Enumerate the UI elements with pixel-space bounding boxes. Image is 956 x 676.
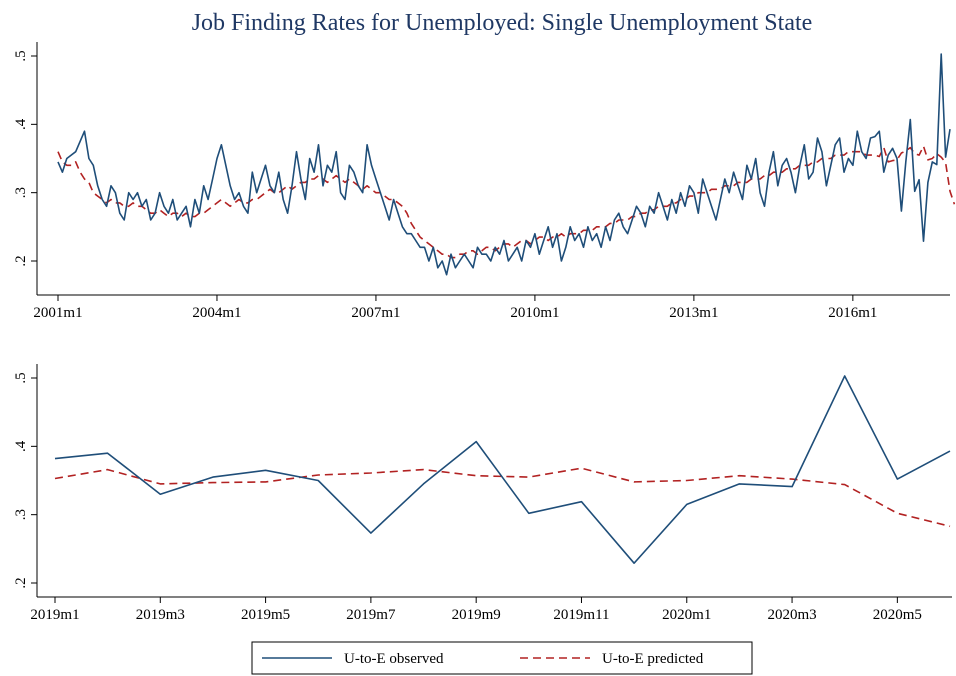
y-tick-label: .5 (13, 50, 29, 61)
top-panel: .2 .3 .4 .5 2001m1 2004m1 2007m1 2010m1 2013m1 20… (13, 42, 956, 321)
y-tick-label: .4 (13, 440, 29, 452)
x-tick-label: 2016m1 (828, 305, 877, 321)
x-tick-label: 2019m7 (346, 607, 396, 623)
bottom-panel: .2 .3 .4 .5 2019m1 2019m3 2019m5 2019m7 2019m9 20… (13, 364, 952, 623)
x-tick-label: 2001m1 (33, 305, 82, 321)
x-tick-label: 2019m11 (553, 607, 609, 623)
x-tick-label: 2004m1 (192, 305, 241, 321)
x-tick-label: 2010m1 (510, 305, 559, 321)
legend-box (251, 641, 753, 675)
observed-line (57, 53, 951, 276)
x-tick-label: 2019m3 (136, 607, 185, 623)
x-tick-label: 2019m5 (241, 607, 290, 623)
legend: U-to-E observed U-to-E predicted (251, 641, 753, 675)
y-tick-label: .2 (13, 255, 29, 266)
x-tick-label: 2019m9 (452, 607, 501, 623)
x-tick-label: 2007m1 (351, 305, 400, 321)
observed-line (54, 375, 951, 565)
x-tick-label: 2020m1 (662, 607, 711, 623)
predicted-line (57, 145, 956, 259)
chart-title: Job Finding Rates for Unemployed: Single… (192, 10, 813, 36)
y-tick-label: .3 (13, 187, 29, 198)
legend-observed-label: U-to-E observed (344, 651, 444, 667)
y-tick-label: .4 (13, 118, 29, 130)
y-tick-label: .5 (13, 372, 29, 383)
x-tick-label: 2013m1 (669, 305, 718, 321)
legend-predicted-label: U-to-E predicted (602, 651, 704, 667)
x-tick-label: 2020m5 (873, 607, 922, 623)
y-tick-label: .3 (13, 509, 29, 520)
x-tick-label: 2019m1 (30, 607, 79, 623)
y-tick-label: .2 (13, 577, 29, 588)
x-tick-label: 2020m3 (767, 607, 816, 623)
